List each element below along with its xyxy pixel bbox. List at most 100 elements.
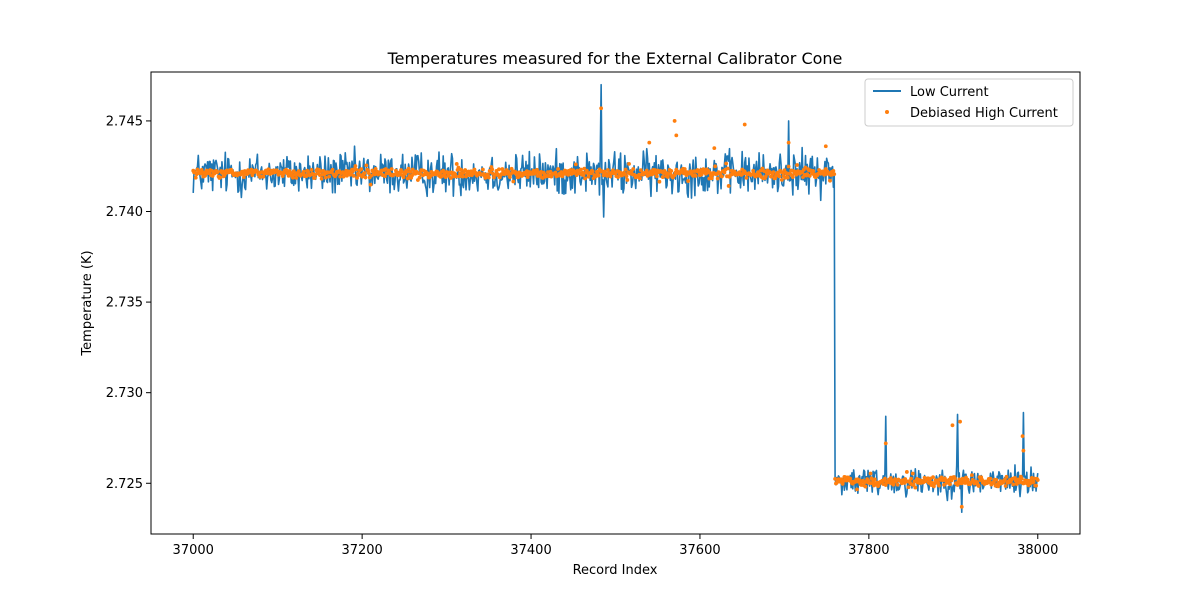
x-tick-label: 37000 — [173, 543, 214, 558]
scatter-point — [726, 184, 731, 188]
scatter-point — [786, 140, 791, 145]
scatter-point — [1035, 478, 1040, 482]
legend-box — [864, 78, 1074, 127]
scatter-point — [904, 470, 909, 474]
x-tick-label: 37800 — [848, 543, 889, 558]
scatter-point — [937, 483, 941, 488]
x-axis-label: Record Index — [573, 563, 658, 578]
scatter-point — [353, 164, 358, 168]
scatter-point — [1003, 484, 1008, 488]
scatter-point — [627, 161, 631, 166]
scatter-point — [426, 171, 430, 176]
scatter-point — [199, 168, 204, 172]
scatter-point — [855, 487, 859, 492]
scatter-point — [777, 174, 782, 179]
scatter-point — [638, 168, 643, 173]
scatter-point — [368, 182, 373, 187]
scatter-point — [895, 482, 900, 487]
scatter-point — [1019, 476, 1024, 481]
scatter-point — [553, 170, 558, 175]
scatter-point — [290, 175, 295, 180]
scatter-point — [669, 168, 674, 173]
scatter-point — [417, 175, 422, 180]
scatter-point — [848, 476, 853, 481]
scatter-point — [454, 162, 459, 166]
scatter-point — [215, 170, 220, 174]
scatter-point — [682, 167, 687, 171]
x-tick-label: 37200 — [341, 543, 382, 558]
scatter-point — [654, 174, 659, 179]
scatter-point — [389, 167, 394, 171]
scatter-point — [556, 167, 560, 171]
scatter-point — [599, 106, 604, 111]
y-tick-label: 2.735 — [106, 296, 143, 311]
y-axis-label: Temperature (K) — [80, 250, 95, 356]
scatter-point — [608, 174, 613, 179]
scatter-point — [660, 175, 665, 179]
scatter-point — [509, 166, 514, 171]
plot-area — [150, 71, 1081, 535]
legend-marker-debiased-high-current — [885, 110, 889, 114]
scatter-point — [446, 173, 451, 178]
scatter-point — [720, 174, 724, 179]
scatter-point — [1011, 482, 1016, 487]
scatter-point — [453, 174, 458, 179]
scatter-point — [623, 167, 628, 172]
scatter-point — [193, 175, 198, 180]
y-tick-label: 2.740 — [106, 205, 143, 220]
scatter-point — [840, 482, 845, 486]
scatter-point — [460, 174, 465, 179]
scatter-point — [582, 166, 587, 171]
scatter-point — [456, 165, 461, 170]
scatter-point — [330, 167, 335, 172]
x-tick-label: 37600 — [679, 543, 720, 558]
legend: Low Current Debiased High Current — [864, 78, 1074, 127]
plot-frame — [150, 71, 1081, 535]
scatter-point — [811, 169, 816, 173]
scatter-point — [674, 133, 679, 138]
scatter-point — [606, 168, 610, 172]
scatter-point — [309, 167, 314, 172]
scatter-point — [323, 175, 328, 180]
scatter-point — [406, 166, 411, 171]
scatter-point — [790, 175, 795, 180]
scatter-point — [405, 169, 409, 174]
scatter-point — [771, 170, 776, 175]
scatter-point — [1021, 448, 1026, 453]
scatter-point — [725, 166, 730, 171]
scatter-point — [959, 504, 964, 509]
scatter-point — [1020, 434, 1025, 439]
scatter-point — [312, 176, 317, 180]
scatter-point — [883, 476, 887, 481]
scatter-point — [490, 167, 495, 172]
scatter-point — [786, 164, 791, 169]
scatter-point — [1034, 483, 1038, 488]
scatter-point — [457, 174, 462, 179]
scatter-point — [631, 167, 636, 171]
scatter-point — [590, 169, 595, 174]
scatter-point — [354, 167, 359, 172]
scatter-point — [868, 471, 873, 476]
scatter-point — [220, 169, 225, 174]
scatter-point — [910, 471, 915, 476]
scatter-point — [724, 161, 729, 166]
scatter-point — [988, 476, 993, 481]
scatter-point — [863, 484, 868, 489]
scatter-point — [472, 167, 477, 172]
scatter-point — [713, 164, 718, 169]
scatter-point — [218, 175, 223, 180]
legend-label-debiased-high-current: Debiased High Current — [910, 106, 1058, 121]
scatter-point — [508, 175, 512, 180]
scatter-point — [441, 168, 446, 173]
scatter-point — [1004, 474, 1009, 479]
chart-title: Temperatures measured for the External C… — [387, 49, 843, 68]
scatter-point — [647, 140, 652, 145]
scatter-point — [959, 481, 964, 486]
scatter-point — [327, 174, 332, 179]
scatter-point — [616, 175, 620, 180]
scatter-point — [970, 473, 974, 478]
scatter-point — [497, 167, 501, 172]
scatter-point — [525, 175, 530, 180]
scatter-point — [965, 477, 970, 482]
scatter-point — [795, 163, 799, 167]
